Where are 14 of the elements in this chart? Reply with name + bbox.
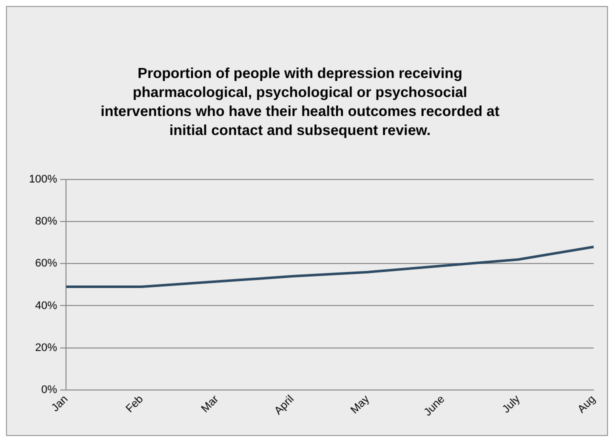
- chart-title: Proportion of people with depression receiving pharmacological, psychological or psychosocial interventions who have their health outcomes recorded at initial contact and subsequent review.: [100, 65, 500, 141]
- y-tick-label: 60%: [35, 258, 58, 270]
- x-tick-label: July: [500, 392, 523, 416]
- x-tick-label: June: [422, 393, 448, 419]
- y-tick-label: 0%: [41, 384, 58, 396]
- x-tick-label: Mar: [199, 393, 222, 416]
- y-tick-label: 80%: [35, 216, 58, 228]
- y-tick-label: 40%: [35, 300, 58, 312]
- x-tick-label: May: [348, 392, 372, 416]
- x-tick-label: Jan: [49, 393, 70, 414]
- y-tick-label: 20%: [35, 342, 58, 354]
- x-tick-label: Aug: [576, 393, 598, 416]
- x-tick-label: Feb: [124, 393, 146, 416]
- y-tick-label: 100%: [28, 174, 58, 186]
